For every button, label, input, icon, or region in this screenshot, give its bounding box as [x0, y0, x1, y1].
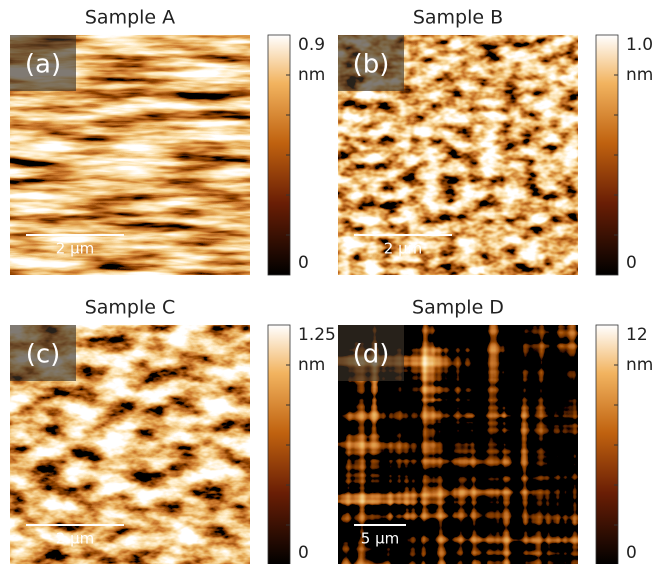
panel-label: (c) — [26, 340, 61, 370]
label-box — [338, 325, 404, 381]
colorbar-unit: nm — [298, 65, 325, 85]
panel-title: Sample B — [413, 7, 503, 29]
colorbar-min: 0 — [298, 253, 309, 273]
label-box — [338, 35, 404, 91]
colorbar-max: 1.0 — [626, 35, 652, 55]
panel: Sample B (b) 2 μm 1.0 nm 0 — [338, 7, 652, 276]
panel-title: Sample C — [85, 297, 176, 319]
panel-label: (a) — [25, 50, 61, 80]
panel-label: (b) — [353, 50, 390, 80]
colorbar-min: 0 — [298, 543, 309, 563]
scale-bar-label: 2 μm — [56, 530, 94, 548]
panel: Sample C (c) 2 μm 1.25 nm 0 — [10, 297, 336, 564]
scale-bar-label: 2 μm — [384, 240, 422, 258]
scale-bar-label: 5 μm — [361, 530, 399, 548]
scale-bar-label: 2 μm — [56, 240, 94, 258]
panel: Sample A (a) 2 μm 0.9 nm 0 — [10, 7, 325, 276]
label-box — [10, 35, 76, 91]
colorbar-min: 0 — [626, 543, 637, 563]
colorbar-max: 12 — [626, 325, 648, 345]
colorbar-unit: nm — [626, 65, 652, 85]
panel: Sample D (d) 5 μm 12 nm 0 — [338, 297, 652, 564]
colorbar-max: 1.25 — [298, 325, 336, 345]
colorbar-max: 0.9 — [298, 35, 325, 55]
label-box — [10, 325, 76, 381]
panel-title: Sample D — [412, 297, 504, 319]
colorbar-unit: nm — [626, 355, 652, 375]
panel-label: (d) — [353, 340, 390, 370]
panel-title: Sample A — [85, 7, 175, 29]
colorbar-unit: nm — [298, 355, 325, 375]
colorbar-min: 0 — [626, 253, 637, 273]
